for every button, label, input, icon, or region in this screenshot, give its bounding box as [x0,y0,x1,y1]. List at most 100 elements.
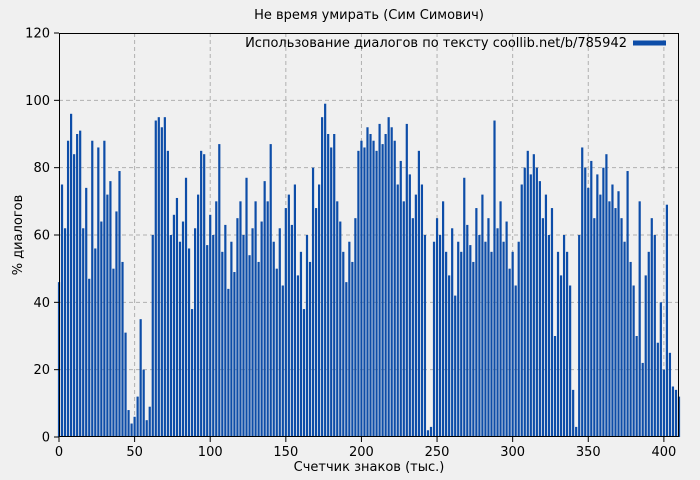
impulse-bar [85,187,88,437]
y-tick-label: 40 [33,296,50,311]
impulse-bar [127,410,130,437]
impulse-bar [251,228,254,437]
impulse-bar [266,201,269,437]
impulse-bar [590,160,593,437]
impulse-bar [248,255,251,437]
x-tick-label: 150 [273,445,298,460]
legend-label: Использование диалогов по тексту coollib… [245,36,627,51]
impulse-bar [396,184,399,437]
impulse-bar [566,251,569,437]
impulse-bar [451,228,454,437]
plot-border [59,33,679,437]
impulse-bar [94,248,97,437]
impulse-bar [674,389,678,437]
impulse-bar [517,241,520,437]
impulse-bar [544,194,548,437]
impulse-bar [523,167,526,438]
y-tick-label: 20 [33,363,50,378]
impulse-bar [351,261,354,437]
impulse-bar [190,309,194,437]
impulse-bar [556,251,560,437]
impulse-bar [363,147,366,437]
axes-and-ticks: 0 50 100 150 200 250 300 350 400 0 20 40 60 80 100 120 [25,27,679,460]
impulse-bar [541,218,544,437]
impulse-bar [638,201,641,437]
impulse-bar [596,174,599,437]
impulse-bar [644,275,647,437]
impulse-bar [405,123,408,438]
y-tick-label: 0 [42,431,50,446]
impulse-bar [142,369,145,437]
impulse-bar [448,275,451,437]
impulse-bar [375,150,378,437]
impulse-bar [233,272,236,437]
impulse-bar [197,194,200,437]
impulse-bar [318,184,321,437]
x-tick-label: 250 [425,445,450,460]
impulse-bar [659,302,662,437]
impulse-bar [221,251,224,437]
impulse-bar [133,416,136,437]
impulse-bar [66,140,70,438]
impulse-bar [148,406,151,437]
impulse-bar [608,201,611,437]
impulse-bar [641,362,644,437]
impulse-bar [593,218,596,437]
impulse-bar [145,420,148,437]
impulse-bar [626,171,629,437]
impulse-bar [553,336,557,437]
impulse-bar [402,201,405,437]
impulse-bar [175,197,179,437]
impulse-bar [387,117,390,438]
impulse-bar [178,241,182,437]
impulse-bar [311,167,315,438]
impulse-bar [650,218,653,437]
impulse-bar [599,194,602,437]
impulse-bar [393,140,396,438]
impulse-bar [505,221,508,437]
x-tick-label: 400 [651,445,676,460]
impulse-bar [290,224,293,437]
impulse-bar [157,117,160,438]
impulse-bar [106,194,109,437]
impulse-bar [478,235,481,437]
x-tick-label: 0 [55,445,63,460]
impulse-bar [562,235,566,437]
impulse-bar [206,245,209,437]
impulse-bar [330,147,333,437]
impulse-bar [526,150,529,437]
impulse-bar [671,386,675,437]
impulse-bar [272,241,275,437]
impulse-bar [423,235,427,437]
impulse-bar [490,251,493,437]
impulse-bar [215,201,218,437]
x-tick-label: 300 [500,445,525,460]
impulse-bar [209,214,212,437]
y-tick-label: 120 [25,27,50,42]
impulse-bar [345,282,348,437]
impulse-bar [100,221,103,437]
impulse-bar [369,134,372,437]
impulse-bar [469,245,472,437]
impulse-bar [299,251,303,437]
impulse-bar [194,228,197,437]
x-axis-label: Счетчик знаков (тыс.) [294,460,445,475]
impulse-bar [336,201,339,437]
impulse-bar [82,228,85,437]
impulse-bar [302,309,306,437]
impulse-bar [354,218,357,437]
impulse-bar [438,235,442,437]
chart-title: Не время умирать (Сим Симович) [254,8,484,23]
impulse-bar [550,208,554,437]
impulse-bar [339,221,342,437]
impulse-bar [457,241,460,437]
impulse-bar [472,261,475,437]
impulse-bar [103,140,106,438]
impulse-bar [239,201,242,437]
y-tick-label: 80 [33,161,50,176]
impulse-bar [73,154,76,437]
impulse-bar [172,214,176,437]
impulse-bar [115,211,118,437]
impulse-bar [575,426,578,437]
